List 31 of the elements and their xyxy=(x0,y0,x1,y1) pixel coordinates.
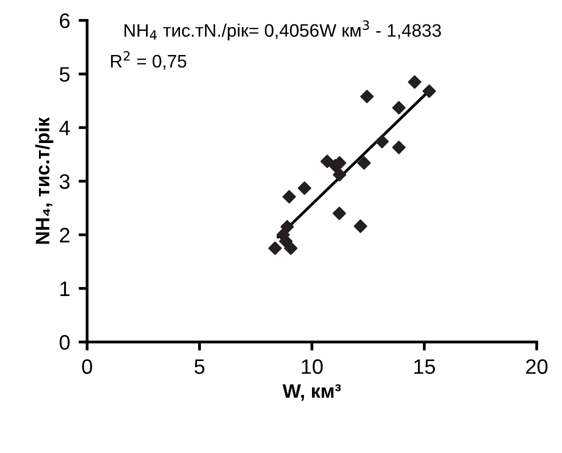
x-tick-label: 0 xyxy=(82,359,92,374)
point xyxy=(298,181,312,195)
annotation: NH$_{4}$ тис.тN./рік= 0,4056W км$^{3}$ - 1,4833 xyxy=(124,20,441,40)
point xyxy=(422,84,436,98)
point xyxy=(375,134,389,148)
point xyxy=(392,101,406,115)
y-tick-label: 3 xyxy=(60,174,70,189)
x-tick-label: 20 xyxy=(526,359,548,374)
point xyxy=(268,241,282,255)
y-tick-label: 6 xyxy=(60,13,70,28)
point xyxy=(354,219,368,233)
point xyxy=(332,168,346,182)
point xyxy=(408,75,422,89)
y-tick-label: 1 xyxy=(60,282,70,296)
point xyxy=(280,220,294,234)
y-tick-label: 5 xyxy=(60,67,70,82)
annotation: R$^{2}$ = 0,75 xyxy=(111,51,186,70)
point xyxy=(392,140,406,154)
point xyxy=(320,154,334,168)
y-tick-label: 0 xyxy=(60,335,70,350)
x-tick-label: 15 xyxy=(414,359,436,374)
point xyxy=(360,90,374,104)
y-tick-label: 4 xyxy=(59,120,70,136)
y-axis-title: NH₄, тис.т/рік xyxy=(35,117,54,244)
y-tick-label: 2 xyxy=(60,228,70,242)
point xyxy=(357,156,371,170)
x-tick-label: 10 xyxy=(302,359,323,374)
point xyxy=(332,206,346,220)
x-axis-title: W, км³ xyxy=(282,384,341,401)
x-tick-label: 5 xyxy=(194,359,204,374)
point xyxy=(282,190,296,204)
